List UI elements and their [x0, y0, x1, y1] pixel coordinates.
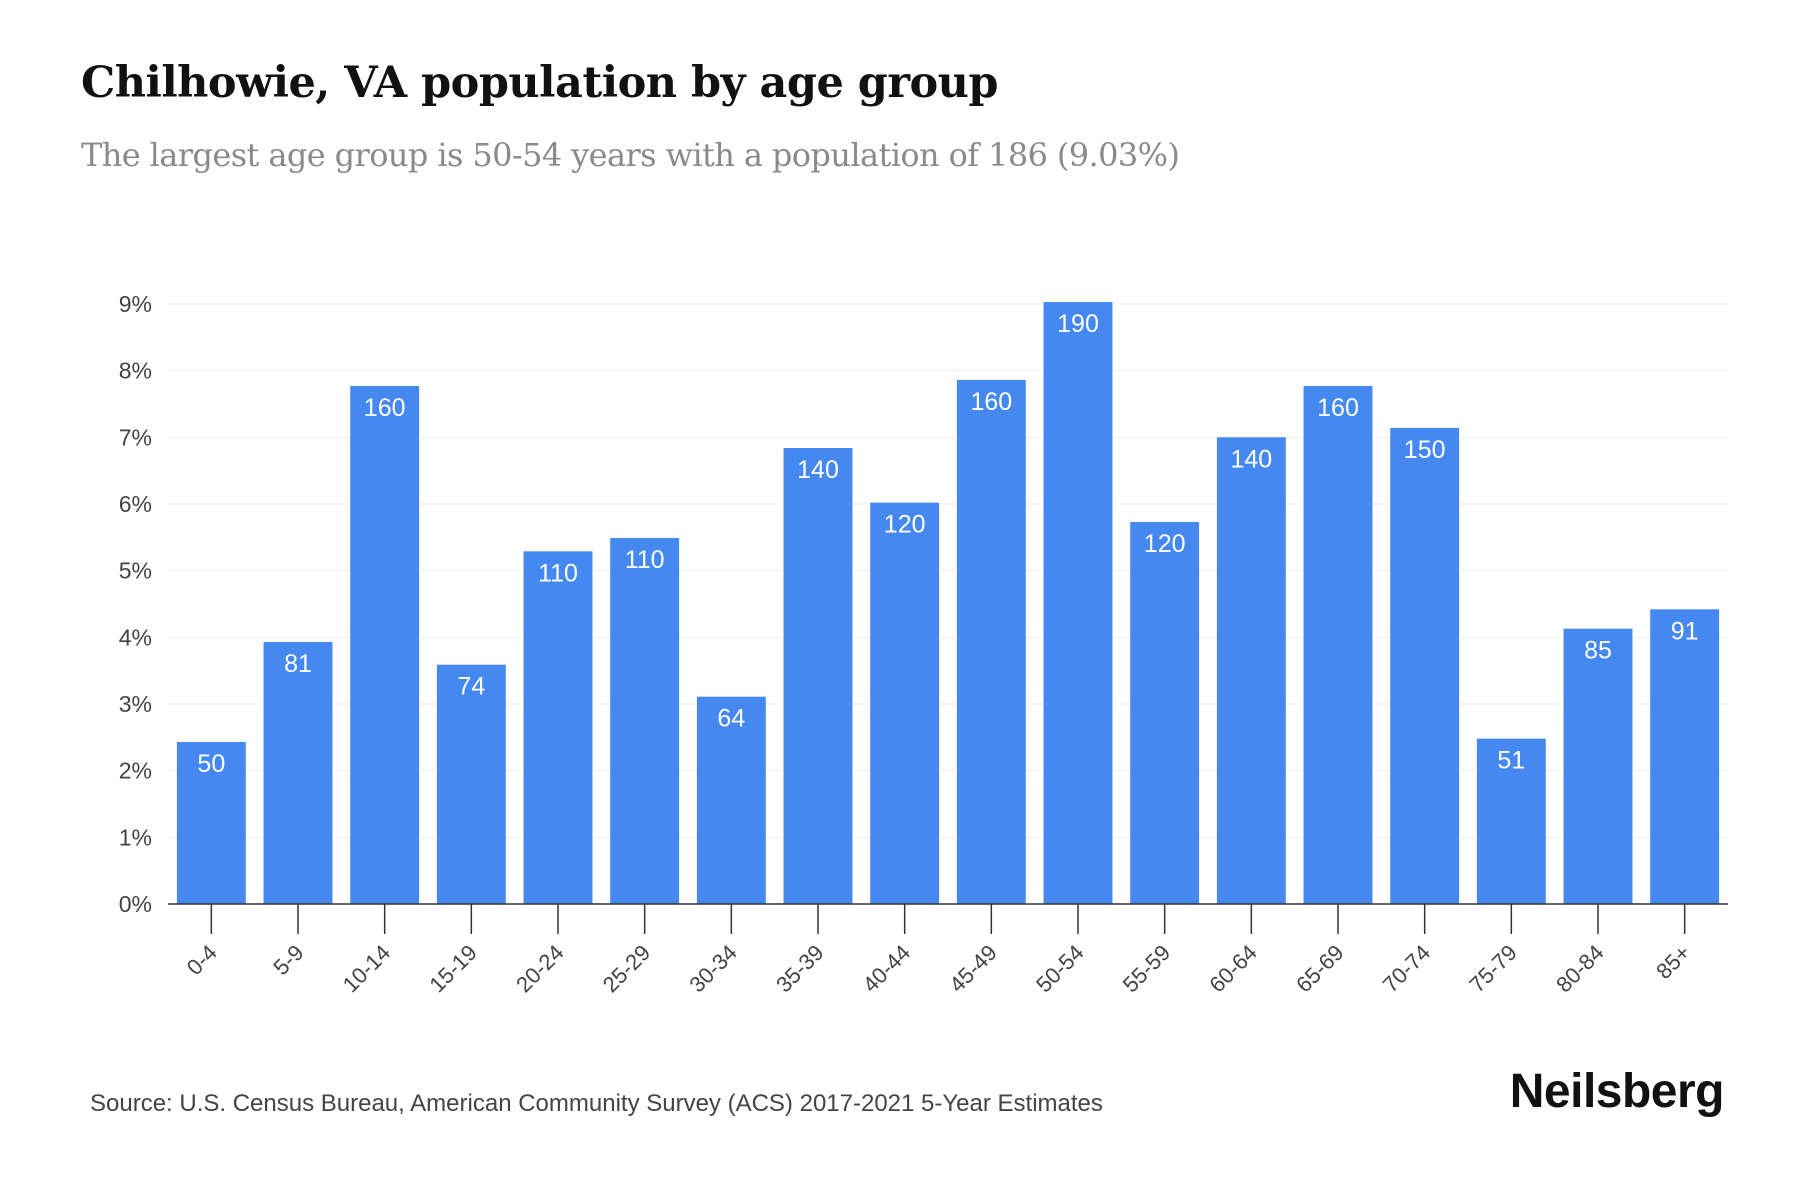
x-tick-label: 10-14: [338, 940, 395, 997]
y-tick-label: 7%: [119, 424, 152, 450]
bar-value-label: 50: [197, 750, 225, 778]
chart-subtitle: The largest age group is 50-54 years wit…: [81, 136, 1180, 174]
x-tick-label: 85+: [1651, 940, 1695, 984]
x-axis: 0-4 5-9 10-14 15-19 20-24 25-29 30-34 35-39 40-4…: [168, 903, 1728, 997]
bar: [1476, 738, 1546, 904]
y-tick-label: 4%: [119, 624, 152, 650]
y-tick-label: 5%: [119, 558, 152, 584]
bar-value-label: 91: [1671, 617, 1699, 645]
x-tick-label: 30-34: [684, 940, 741, 997]
bars: [176, 302, 1720, 904]
x-tick-label: 35-39: [771, 940, 828, 997]
bar: [263, 642, 333, 904]
bar-value-label: 140: [1230, 445, 1272, 473]
y-tick-label: 2%: [119, 758, 152, 784]
bar: [176, 742, 246, 904]
x-tick-label: 75-79: [1464, 940, 1521, 997]
bar-value-label: 190: [1057, 310, 1099, 338]
bar-value-label: 120: [884, 511, 926, 539]
brand-logo: Neilsberg: [1509, 1065, 1725, 1118]
bar-value-label: 74: [457, 673, 485, 701]
bar: [610, 538, 680, 904]
bar-value-label: 160: [364, 394, 406, 422]
bar-value-label: 81: [284, 650, 312, 678]
x-tick-label: 65-69: [1291, 940, 1348, 997]
x-tick-label: 15-19: [424, 940, 481, 997]
bar: [436, 664, 506, 904]
x-tick-label: 60-64: [1204, 940, 1261, 997]
bar: [783, 448, 853, 904]
bar: [1303, 386, 1373, 904]
bar-value-label: 160: [1317, 394, 1359, 422]
bar: [350, 386, 420, 904]
y-axis: 0% 1% 2% 3% 4% 5% 6% 7% 8% 9%: [119, 291, 152, 917]
x-tick-label: 45-49: [944, 940, 1001, 997]
bar-value-label: 85: [1584, 637, 1612, 665]
y-tick-label: 3%: [119, 691, 152, 717]
x-tick-label: 40-44: [858, 940, 915, 997]
y-tick-label: 8%: [119, 358, 152, 384]
x-tick-label: 5-9: [268, 940, 308, 980]
x-tick-label: 50-54: [1031, 940, 1088, 997]
bar: [870, 502, 940, 904]
y-tick-label: 6%: [119, 491, 152, 517]
bar: [1216, 437, 1286, 904]
bar: [1390, 428, 1460, 904]
gridlines: [168, 303, 1728, 838]
bar-labels: 50 81 160 74 110 110 64 140 120 160 190 120 140 160 15…: [197, 310, 1698, 778]
bar-value-label: 110: [538, 559, 578, 587]
bar: [696, 696, 766, 904]
x-tick-label: 55-59: [1118, 940, 1175, 997]
y-tick-label: 0%: [119, 891, 152, 917]
source-note: Source: U.S. Census Bureau, American Com…: [90, 1090, 1103, 1117]
x-tick-label: 20-24: [511, 940, 568, 997]
chart-title: Chilhowie, VA population by age group: [81, 58, 999, 108]
bar-value-label: 110: [625, 546, 665, 574]
bar-chart: 50 81 160 74 110 110 64 140 120 160 190 120 140 160 15…: [119, 291, 1728, 997]
x-tick-label: 80-84: [1551, 940, 1608, 997]
bar-value-label: 120: [1144, 530, 1186, 558]
bar-value-label: 64: [717, 705, 745, 733]
y-tick-label: 1%: [119, 824, 152, 850]
x-tick-label: 0-4: [182, 940, 222, 980]
bar: [956, 380, 1026, 904]
x-tick-label: 25-29: [598, 940, 655, 997]
bar: [523, 551, 593, 904]
bar-value-label: 51: [1497, 747, 1525, 775]
bar: [1563, 628, 1633, 904]
x-tick-label: 70-74: [1378, 940, 1435, 997]
bar-value-label: 140: [797, 456, 839, 484]
bar: [1130, 522, 1200, 904]
bar: [1043, 302, 1113, 904]
bar-value-label: 160: [970, 388, 1012, 416]
y-tick-label: 9%: [119, 291, 152, 317]
bar: [1650, 609, 1720, 904]
bar-value-label: 150: [1404, 436, 1446, 464]
